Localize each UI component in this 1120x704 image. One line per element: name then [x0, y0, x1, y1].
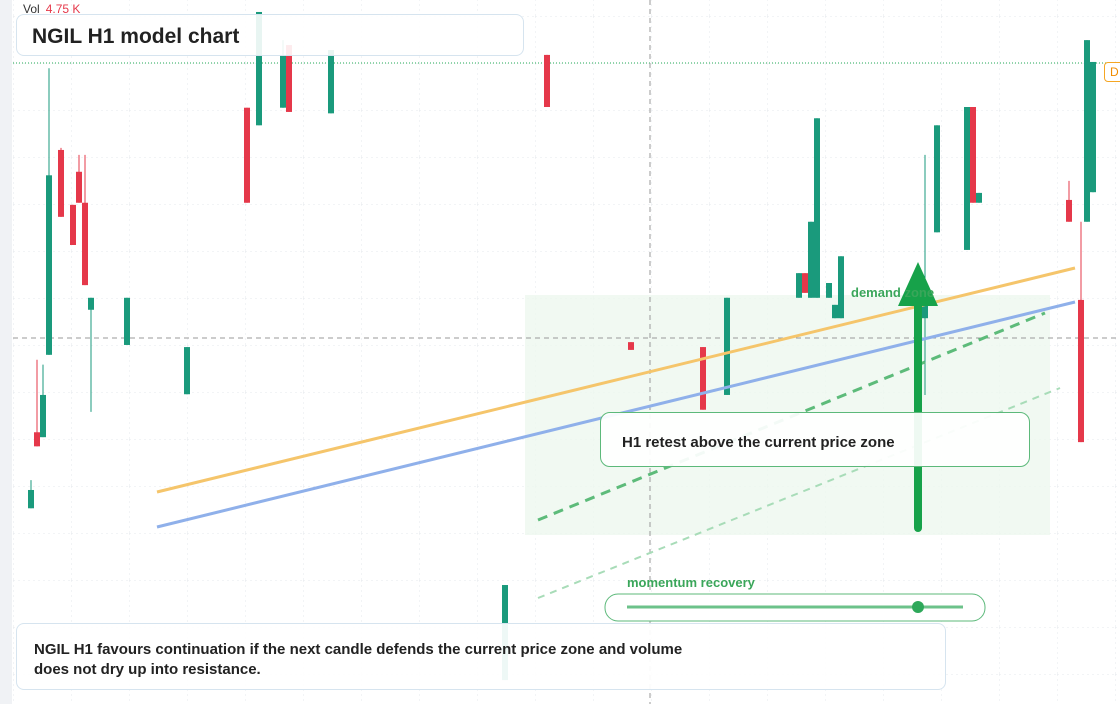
candle-body — [46, 175, 52, 355]
candle-body — [826, 283, 832, 298]
note-box: NGIL H1 favours continuation if the next… — [16, 623, 946, 690]
zone-label: demand zone — [851, 285, 935, 300]
candle-body — [802, 273, 808, 293]
price-marker: D — [1104, 62, 1120, 82]
candle-body — [976, 192, 982, 203]
volume-label: Vol — [23, 2, 40, 16]
candle-body — [934, 125, 940, 233]
candle-body — [922, 297, 928, 319]
candle-body — [280, 54, 286, 108]
callout-box: H1 retest above the current price zone — [600, 412, 1030, 467]
candle-body — [28, 489, 34, 509]
volume-value: 4.75 K — [45, 2, 81, 16]
candle-body — [1084, 40, 1090, 222]
candle-body — [256, 11, 262, 126]
candle-body — [628, 342, 634, 350]
candle-body — [40, 394, 46, 438]
note-text: NGIL H1 favours continuation if the next… — [34, 641, 683, 678]
title-box: NGIL H1 model chart — [16, 14, 524, 56]
candle-body — [244, 107, 250, 203]
candle-body — [34, 432, 40, 447]
candle-body — [814, 118, 820, 298]
candle-body — [88, 297, 94, 310]
candle-body — [1066, 199, 1072, 222]
candle-body — [124, 297, 130, 345]
side-bar — [0, 0, 12, 704]
candle-body — [724, 297, 730, 395]
arrow-head — [898, 262, 938, 306]
candle-body — [1078, 299, 1084, 443]
slider-knob — [912, 601, 924, 613]
chart-title: NGIL H1 model chart — [32, 25, 240, 48]
candle-body — [286, 45, 292, 112]
candle-body — [832, 304, 838, 319]
candle-body — [838, 256, 844, 319]
candle-body — [82, 202, 88, 286]
volume-legend: Vol 4.75 K — [23, 2, 80, 16]
candle-body — [1090, 61, 1096, 193]
candle-body — [808, 221, 814, 298]
candle-body — [964, 107, 970, 250]
candle-body — [544, 54, 550, 108]
momentum-label: momentum recovery — [627, 575, 755, 590]
candle-body — [700, 347, 706, 410]
candle-body — [58, 149, 64, 217]
candle-body — [76, 171, 82, 203]
candle-body — [328, 49, 334, 114]
candle-body — [70, 204, 76, 245]
callout-text: H1 retest above the current price zone — [622, 434, 895, 451]
candle-body — [796, 273, 802, 298]
candle-body — [184, 347, 190, 395]
candles — [28, 11, 1096, 681]
candle-body — [970, 107, 976, 203]
